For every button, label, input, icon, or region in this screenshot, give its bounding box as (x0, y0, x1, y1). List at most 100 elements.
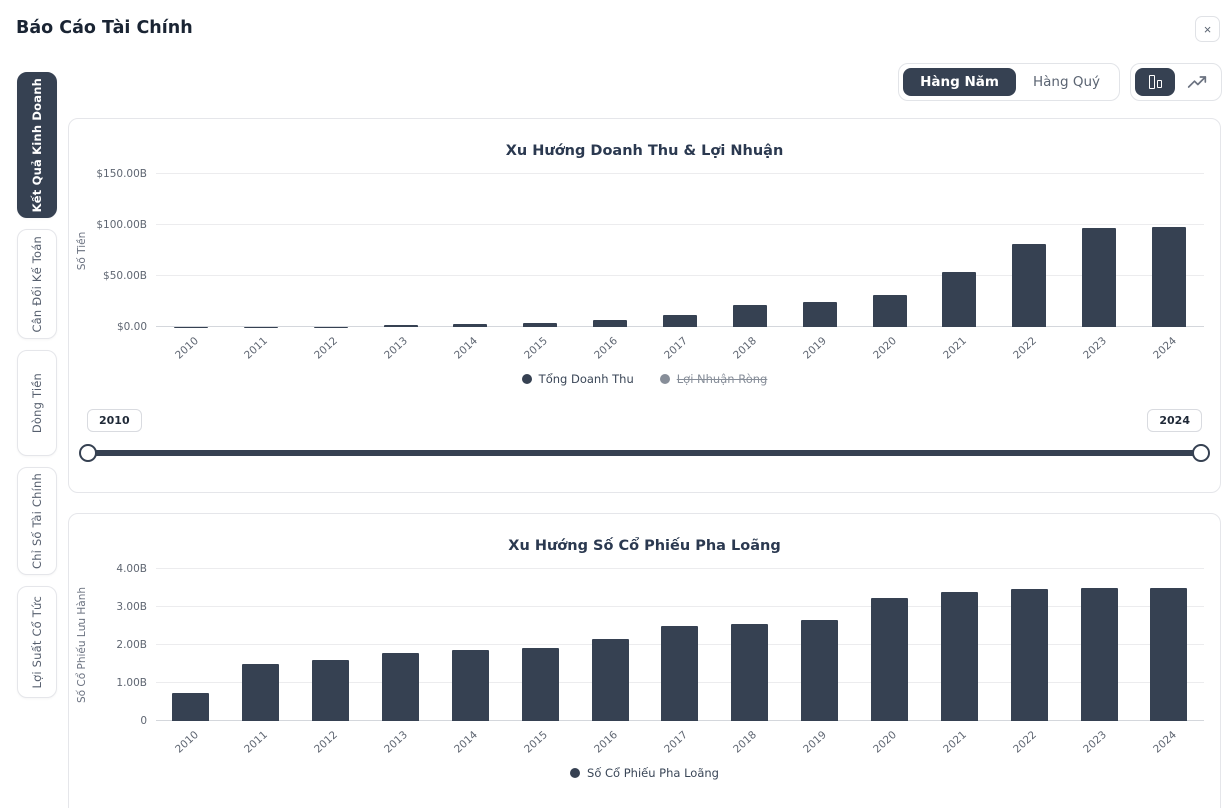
legend-item[interactable]: Tổng Doanh Thu (521, 372, 634, 386)
range-max-label: 2024 (1147, 409, 1202, 432)
bar-slot (575, 569, 645, 721)
line-chart-icon (1187, 76, 1207, 88)
close-button[interactable]: × (1195, 16, 1220, 42)
bar-slot (645, 174, 715, 327)
y-axis-tick: 2.00B (116, 639, 147, 651)
bar[interactable] (802, 301, 837, 327)
period-toggle-annual[interactable]: Hàng Năm (903, 68, 1016, 96)
bar[interactable] (593, 319, 628, 327)
bar-slot (226, 569, 296, 721)
range-min-label: 2010 (87, 409, 142, 432)
main-content: Xu Hướng Doanh Thu & Lợi Nhuận Số Tiền $… (68, 118, 1221, 808)
slider-handle-min[interactable] (79, 444, 97, 462)
revenue-chart-plot: $0.00 $50.00B $100.00B $150.00B (96, 168, 1204, 333)
bar[interactable] (523, 322, 558, 327)
slider-track[interactable] (87, 450, 1202, 456)
bar-slot (366, 569, 436, 721)
bars-layer (156, 569, 1204, 721)
chart-type-toggle-group (1130, 63, 1222, 101)
bar[interactable] (591, 638, 629, 721)
revenue-profit-chart-card: Xu Hướng Doanh Thu & Lợi Nhuận Số Tiền $… (68, 118, 1221, 493)
sidebar-tab-label: Chỉ Số Tài Chính (30, 472, 44, 570)
bar-slot (1134, 569, 1204, 721)
bar[interactable] (871, 597, 909, 721)
bar-chart-icon (1148, 75, 1162, 89)
bar[interactable] (662, 315, 697, 327)
legend-dot-icon (521, 374, 532, 384)
chart-title: Xu Hướng Số Cổ Phiếu Pha Loãng (508, 538, 781, 554)
bar-slot (505, 569, 575, 721)
gridline (156, 173, 1204, 174)
bar[interactable] (661, 626, 699, 721)
bar[interactable] (172, 692, 210, 721)
sidebar-tab-label: Lợi Suất Cổ Tức (30, 595, 44, 689)
bar[interactable] (453, 323, 488, 327)
period-toggle-quarterly[interactable]: Hàng Quý (1018, 68, 1115, 96)
chart-legend: Tổng Doanh Thu Lợi Nhuận Ròng (69, 371, 1220, 387)
bar[interactable] (383, 324, 418, 327)
bar-slot (994, 569, 1064, 721)
sidebar: Kết Quả Kinh Doanh Cân Đối Kế Toán Dòng … (17, 72, 57, 698)
bar[interactable] (451, 649, 489, 721)
sidebar-tab-cash-flow[interactable]: Dòng Tiền (17, 350, 57, 456)
bar[interactable] (1150, 588, 1188, 721)
page-title: Báo Cáo Tài Chính (16, 18, 193, 38)
gridline (156, 275, 1204, 276)
y-axis-tick: $0.00 (116, 321, 147, 333)
bar[interactable] (312, 660, 350, 721)
line-chart-toggle-button[interactable] (1177, 68, 1217, 96)
bar[interactable] (1012, 243, 1047, 327)
sidebar-tab-balance-sheet[interactable]: Cân Đối Kế Toán (17, 229, 57, 339)
gridline (156, 568, 1204, 569)
bar[interactable] (732, 305, 767, 327)
gridline (156, 224, 1204, 225)
slider-handle-max[interactable] (1192, 444, 1210, 462)
bar[interactable] (1151, 227, 1186, 327)
sidebar-tab-label: Cân Đối Kế Toán (30, 235, 44, 333)
bar-slot (785, 174, 855, 327)
bar-slot (1064, 569, 1134, 721)
period-toggle-group: Hàng Năm Hàng Quý (898, 63, 1120, 101)
legend-item[interactable]: Số Cổ Phiếu Pha Loãng (570, 766, 719, 780)
bar[interactable] (872, 294, 907, 327)
y-axis-label: Số Tiền (76, 231, 88, 270)
sidebar-tab-financial-ratios[interactable]: Chỉ Số Tài Chính (17, 467, 57, 575)
bar-slot (855, 174, 925, 327)
y-axis-tick: $150.00B (96, 168, 147, 180)
sidebar-tab-dividend-yield[interactable]: Lợi Suất Cổ Tức (17, 586, 57, 698)
bar-chart-toggle-button[interactable] (1135, 68, 1175, 96)
toolbar: Hàng Năm Hàng Quý (898, 63, 1222, 101)
bar[interactable] (731, 623, 769, 721)
chart-title: Xu Hướng Doanh Thu & Lợi Nhuận (505, 143, 784, 159)
bar[interactable] (382, 653, 419, 721)
legend-dot-icon (570, 768, 581, 778)
bar[interactable] (940, 592, 978, 721)
bar-slot (785, 569, 855, 721)
bar-slot (855, 569, 925, 721)
bar-slot (296, 569, 366, 721)
legend-item[interactable]: Lợi Nhuận Ròng (659, 372, 768, 386)
diluted-shares-chart-card: Xu Hướng Số Cổ Phiếu Pha Loãng Số Cổ Phi… (68, 513, 1221, 808)
bar-slot (1064, 174, 1134, 327)
bar[interactable] (801, 619, 839, 721)
y-axis-tick: 0 (140, 715, 147, 727)
close-icon: × (1203, 21, 1212, 37)
bar[interactable] (1010, 589, 1048, 721)
sidebar-tab-label: Kết Quả Kinh Doanh (30, 77, 44, 213)
legend-label: Lợi Nhuận Ròng (676, 372, 768, 386)
bar-slot (924, 569, 994, 721)
bar-slot (435, 174, 505, 327)
bar[interactable] (1082, 228, 1117, 327)
x-axis-labels: 2010 2011 2012 2013 2014 2015 2016 2017 2018 2019… (156, 329, 1204, 365)
bar[interactable] (942, 272, 977, 327)
legend-label: Tổng Doanh Thu (538, 372, 634, 386)
sidebar-tab-label: Dòng Tiền (30, 372, 44, 434)
legend-label: Số Cổ Phiếu Pha Loãng (587, 766, 719, 780)
bar[interactable] (521, 648, 559, 721)
bars-layer (156, 174, 1204, 327)
bar[interactable] (242, 663, 280, 721)
y-axis-tick: 1.00B (116, 677, 147, 689)
bar[interactable] (1080, 588, 1118, 721)
sidebar-tab-income-statement[interactable]: Kết Quả Kinh Doanh (17, 72, 57, 218)
